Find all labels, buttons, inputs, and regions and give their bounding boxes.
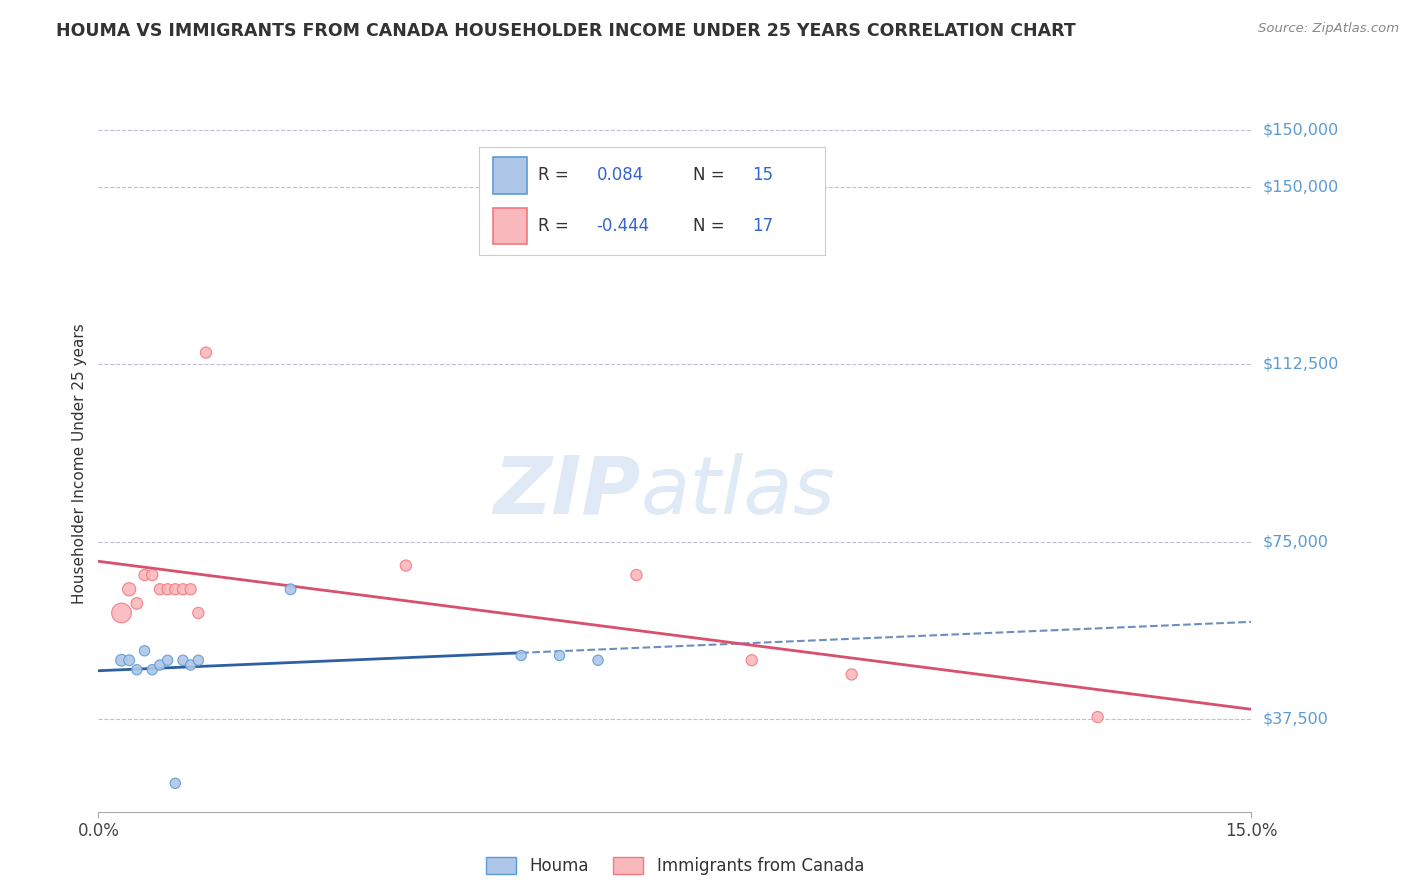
Point [586,653,609,667]
Text: ZIP: ZIP [494,452,640,531]
Point [149,658,172,673]
Point [118,582,141,597]
Point [156,582,179,597]
Point [118,653,141,667]
Legend: Houma, Immigrants from Canada: Houma, Immigrants from Canada [477,848,873,883]
Point [172,582,194,597]
Text: $150,000: $150,000 [1263,179,1339,194]
Point [172,653,194,667]
Point [110,653,132,667]
Point [125,597,148,611]
Text: Source: ZipAtlas.com: Source: ZipAtlas.com [1258,22,1399,36]
Point [548,648,571,663]
Text: $75,000: $75,000 [1263,534,1329,549]
Point [510,648,533,663]
Point [134,644,156,658]
Y-axis label: Householder Income Under 25 years: Householder Income Under 25 years [72,324,87,604]
Text: $112,500: $112,500 [1263,357,1339,372]
Point [156,653,179,667]
Point [141,568,163,582]
Point [280,582,302,597]
Point [741,653,763,667]
Point [841,667,863,681]
Point [626,568,648,582]
Point [195,345,218,359]
Point [187,653,209,667]
Text: atlas: atlas [640,452,835,531]
Point [134,568,156,582]
Point [149,582,172,597]
Point [110,606,132,620]
Text: $37,500: $37,500 [1263,712,1329,727]
Point [180,582,202,597]
Point [180,658,202,673]
Point [165,776,187,790]
Point [395,558,418,573]
Point [125,663,148,677]
Text: HOUMA VS IMMIGRANTS FROM CANADA HOUSEHOLDER INCOME UNDER 25 YEARS CORRELATION CH: HOUMA VS IMMIGRANTS FROM CANADA HOUSEHOL… [56,22,1076,40]
Point [165,582,187,597]
Text: $150,000: $150,000 [1263,123,1339,137]
Point [141,663,163,677]
Point [187,606,209,620]
Point [1087,710,1109,724]
